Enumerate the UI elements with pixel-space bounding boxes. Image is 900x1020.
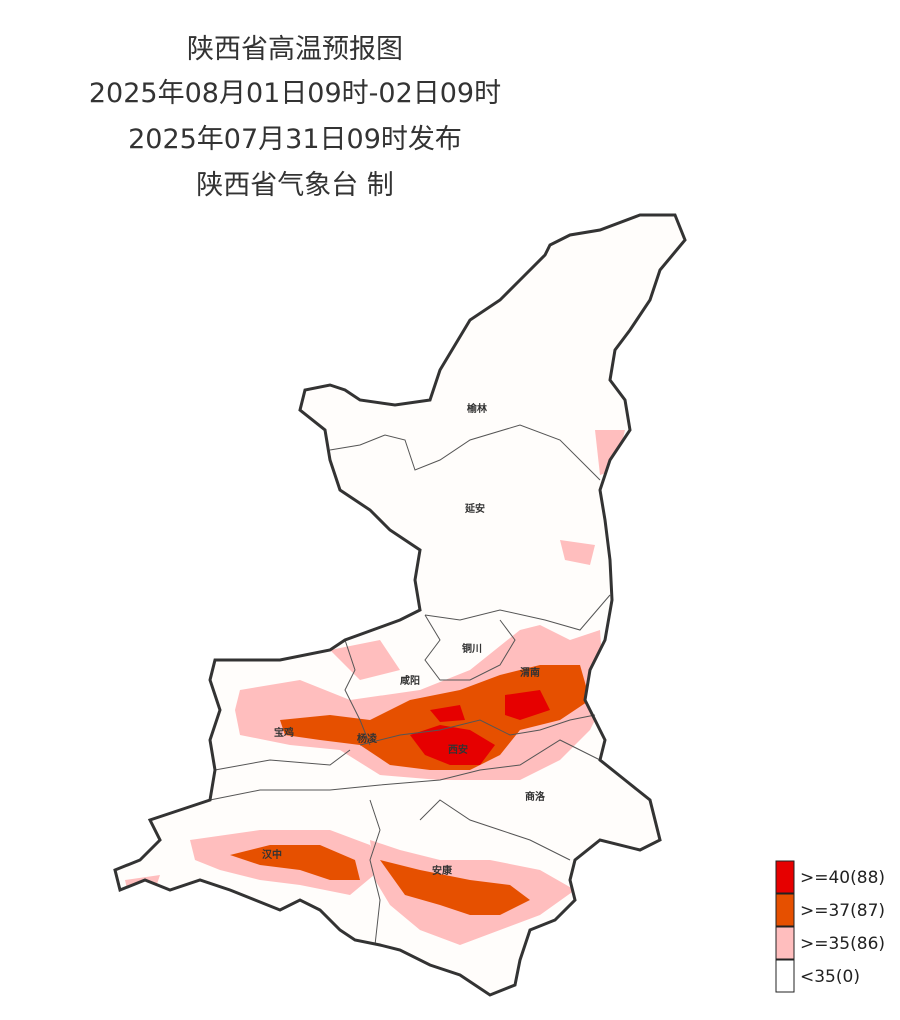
legend-swatch xyxy=(775,926,795,960)
legend: >=40(88) >=37(87) >=35(86) <35(0) xyxy=(775,860,885,993)
city-label: 杨凌 xyxy=(357,732,378,745)
legend-swatch xyxy=(775,959,795,993)
city-label: 安康 xyxy=(432,864,453,877)
legend-swatch xyxy=(775,893,795,927)
legend-label: <35(0) xyxy=(800,967,860,987)
legend-swatch xyxy=(775,860,795,894)
city-label: 渭南 xyxy=(520,666,540,679)
city-label: 咸阳 xyxy=(400,674,420,687)
title-line: 2025年08月01日09时-02日09时 xyxy=(89,78,501,109)
title: 陕西省高温预报图 2025年08月01日09时-02日09时 2025年07月3… xyxy=(89,34,501,201)
city-label: 商洛 xyxy=(525,790,546,803)
legend-label: >=40(88) xyxy=(800,868,885,888)
city-label: 榆林 xyxy=(467,402,488,415)
city-label: 西安 xyxy=(448,743,468,756)
legend-label: >=37(87) xyxy=(800,901,885,921)
title-line: 2025年07月31日09时发布 xyxy=(128,124,462,155)
city-label: 铜川 xyxy=(462,642,482,655)
city-label: 宝鸡 xyxy=(274,726,294,739)
title-line: 陕西省气象台 制 xyxy=(196,170,394,201)
legend-label: >=35(86) xyxy=(800,934,885,954)
city-label: 汉中 xyxy=(262,848,282,861)
city-boundaries xyxy=(209,424,611,946)
city-label: 延安 xyxy=(464,502,485,515)
title-line: 陕西省高温预报图 xyxy=(187,34,403,65)
